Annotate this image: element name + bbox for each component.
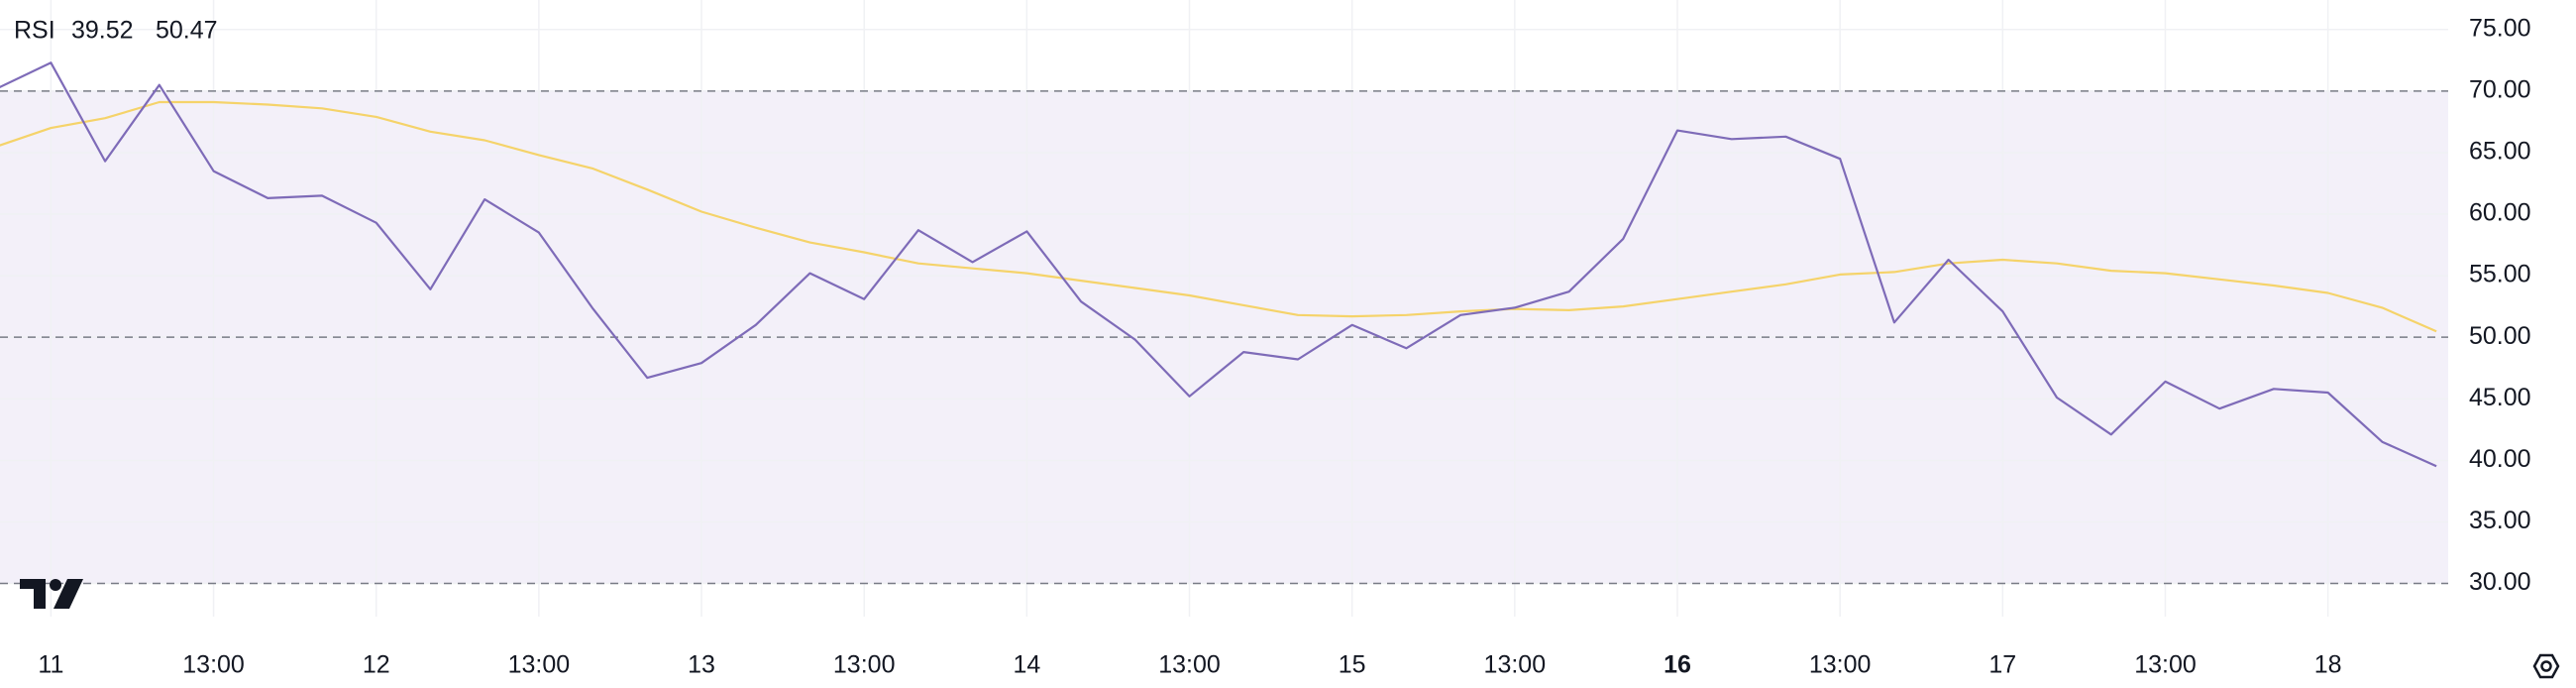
x-tick-label: 13 xyxy=(688,651,715,679)
x-tick-label: 13:00 xyxy=(508,651,571,679)
plot xyxy=(0,61,2437,468)
settings-icon[interactable] xyxy=(2532,653,2560,679)
y-tick-label: 60.00 xyxy=(2469,199,2531,227)
x-tick-label: 11 xyxy=(38,651,63,679)
x-tick-label: 17 xyxy=(1988,651,2016,679)
x-tick-label: 16 xyxy=(1664,651,1691,679)
x-tick-label: 13:00 xyxy=(833,651,896,679)
y-tick-label: 40.00 xyxy=(2469,445,2531,473)
series-line xyxy=(0,100,2437,333)
y-tick-label: 65.00 xyxy=(2469,138,2531,166)
y-tick-label: 30.00 xyxy=(2469,568,2531,596)
x-tick-label: 13:00 xyxy=(1809,651,1872,679)
y-tick-label: 45.00 xyxy=(2469,384,2531,411)
series-line xyxy=(0,61,2437,468)
x-tick-label: 12 xyxy=(363,651,390,679)
grid xyxy=(0,0,2448,617)
x-tick-label: 14 xyxy=(1013,651,1040,679)
x-tick-label: 13:00 xyxy=(2134,651,2197,679)
x-tick-label: 15 xyxy=(1339,651,1366,679)
rsi-value: 39.52 xyxy=(71,17,134,45)
x-tick-label: 18 xyxy=(2314,651,2342,679)
x-tick-label: 13:00 xyxy=(1484,651,1547,679)
y-tick-label: 55.00 xyxy=(2469,261,2531,288)
y-tick-label: 50.00 xyxy=(2469,322,2531,350)
x-tick-label: 13:00 xyxy=(182,651,245,679)
ma-value: 50.47 xyxy=(156,17,218,45)
logo xyxy=(20,579,83,609)
y-tick-label: 75.00 xyxy=(2469,14,2531,42)
y-tick-label: 70.00 xyxy=(2469,75,2531,103)
x-tick-label: 13:00 xyxy=(1158,651,1221,679)
indicator-name: RSI xyxy=(14,17,55,45)
y-tick-label: 35.00 xyxy=(2469,507,2531,534)
